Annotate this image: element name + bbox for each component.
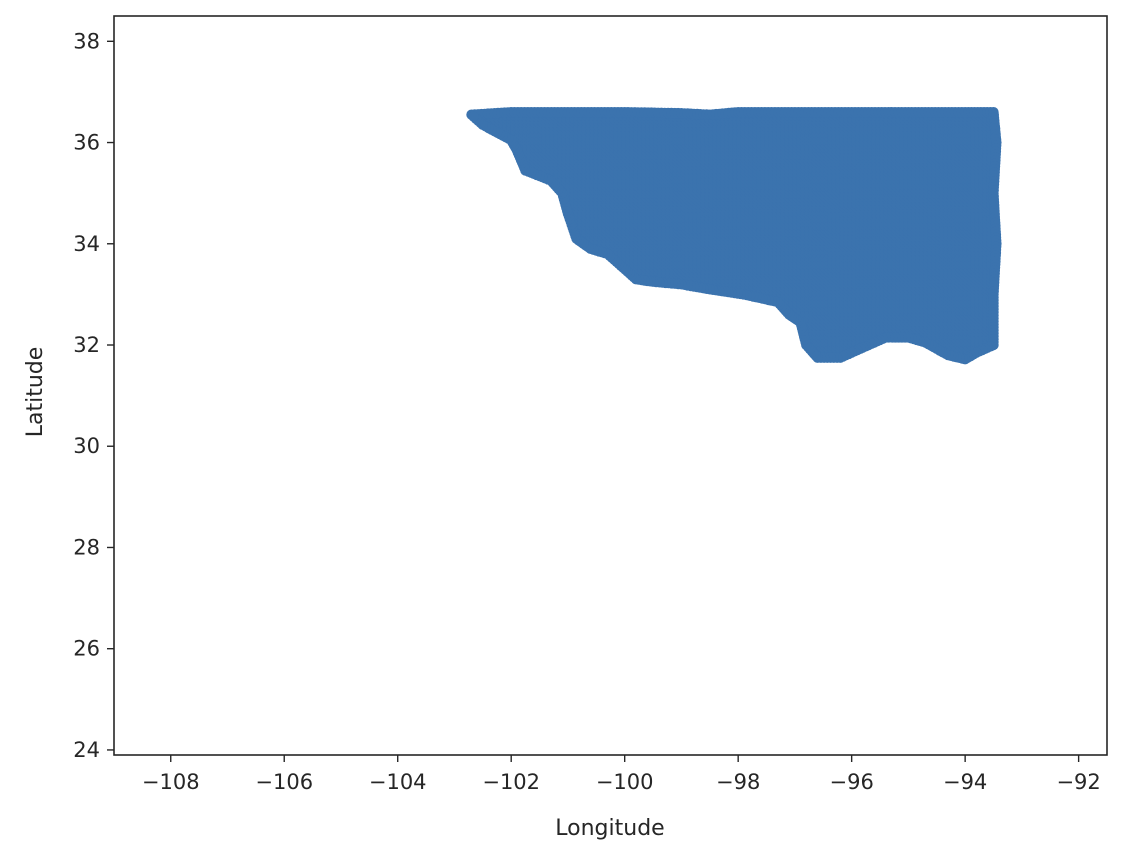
scatter-points [466,107,1002,365]
